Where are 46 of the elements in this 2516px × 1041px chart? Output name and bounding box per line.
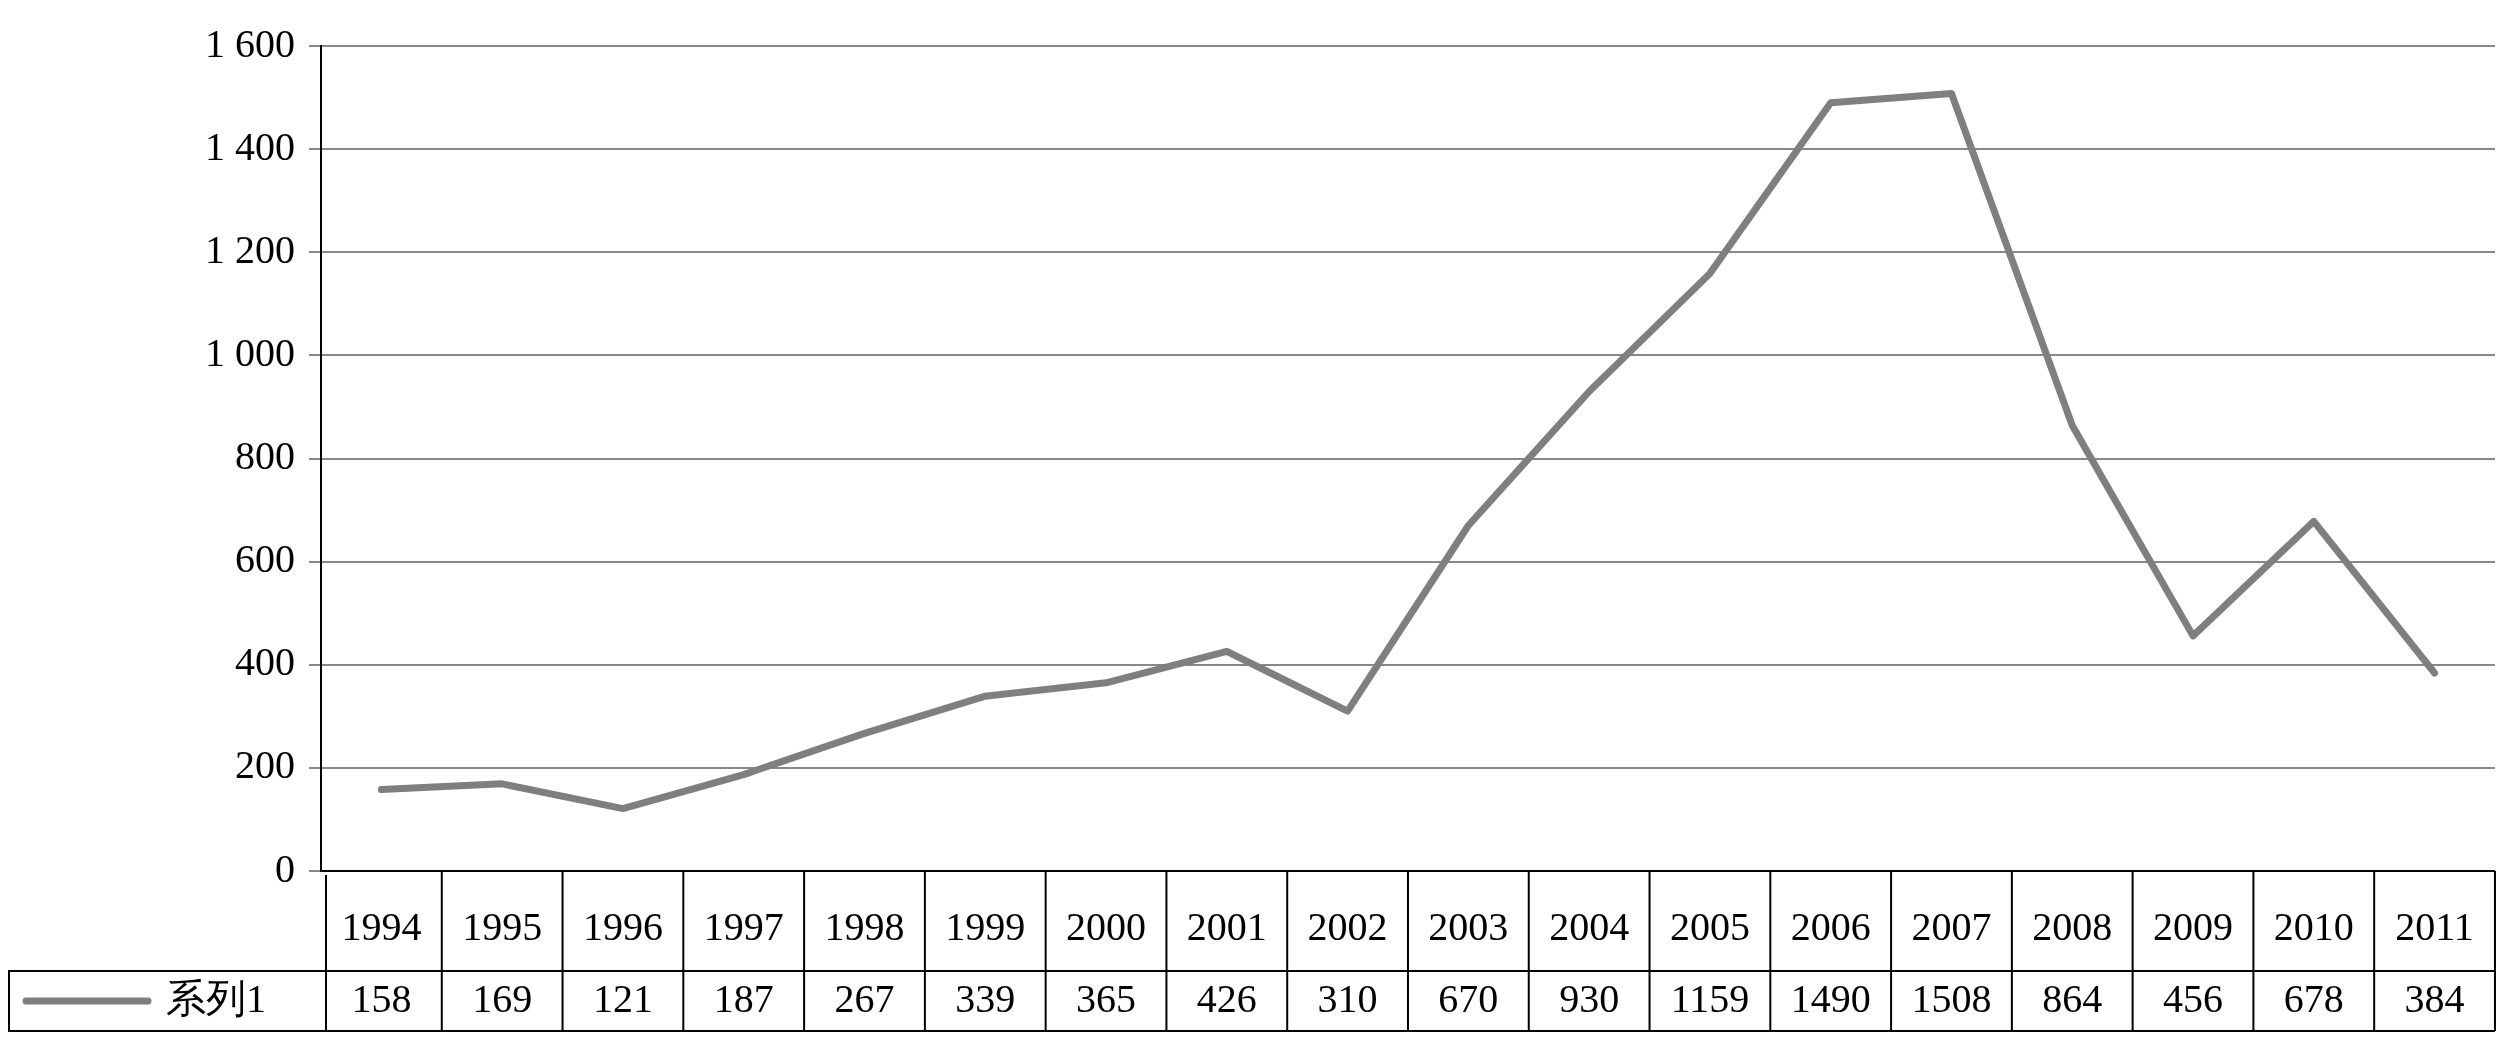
data-label: 864	[2042, 975, 2103, 1021]
data-label: 158	[351, 975, 412, 1021]
data-label: 365	[1076, 975, 1137, 1021]
data-label: 339	[955, 975, 1016, 1021]
data-label: 1490	[1790, 975, 1871, 1021]
data-label: 267	[834, 975, 895, 1021]
x-tick-label: 2007	[1911, 903, 1992, 949]
data-label: 678	[2283, 975, 2344, 1021]
data-label: 169	[472, 975, 533, 1021]
data-label: 310	[1317, 975, 1378, 1021]
data-label: 426	[1196, 975, 1257, 1021]
x-tick-label: 2008	[2032, 903, 2113, 949]
x-tick-label: 1998	[824, 903, 905, 949]
x-tick-label: 2006	[1790, 903, 1871, 949]
y-tick-label: 200	[235, 742, 295, 788]
x-tick-label: 2000	[1066, 903, 1147, 949]
data-label: 384	[2404, 975, 2465, 1021]
data-label: 456	[2163, 975, 2224, 1021]
x-tick-label: 2005	[1669, 903, 1750, 949]
y-tick-label: 600	[235, 536, 295, 582]
x-tick-label: 2003	[1428, 903, 1509, 949]
x-tick-label: 2009	[2153, 903, 2234, 949]
x-tick-label: 1994	[341, 903, 422, 949]
data-label: 1159	[1670, 975, 1750, 1021]
x-tick-label: 2001	[1186, 903, 1267, 949]
y-tick-label: 400	[235, 639, 295, 685]
data-label: 670	[1438, 975, 1499, 1021]
y-tick-label: 1 000	[205, 329, 295, 375]
data-label: 1508	[1911, 975, 1992, 1021]
x-tick-label: 1997	[703, 903, 784, 949]
data-label: 121	[592, 975, 653, 1021]
x-tick-label: 2010	[2273, 903, 2354, 949]
x-tick-label: 1999	[945, 903, 1026, 949]
x-tick-label: 1995	[462, 903, 543, 949]
x-tick-label: 2011	[2395, 903, 2474, 949]
x-tick-label: 2002	[1307, 903, 1388, 949]
legend-label: 系列1	[166, 975, 266, 1021]
y-tick-label: 1 600	[205, 20, 295, 66]
y-tick-label: 1 200	[205, 226, 295, 272]
x-tick-label: 2004	[1549, 903, 1630, 949]
y-tick-label: 800	[235, 433, 295, 478]
y-tick-label: 0	[275, 845, 295, 891]
data-label: 930	[1559, 975, 1620, 1021]
x-tick-label: 1996	[582, 903, 663, 949]
y-tick-label: 1 400	[205, 123, 295, 169]
data-label: 187	[713, 975, 774, 1021]
